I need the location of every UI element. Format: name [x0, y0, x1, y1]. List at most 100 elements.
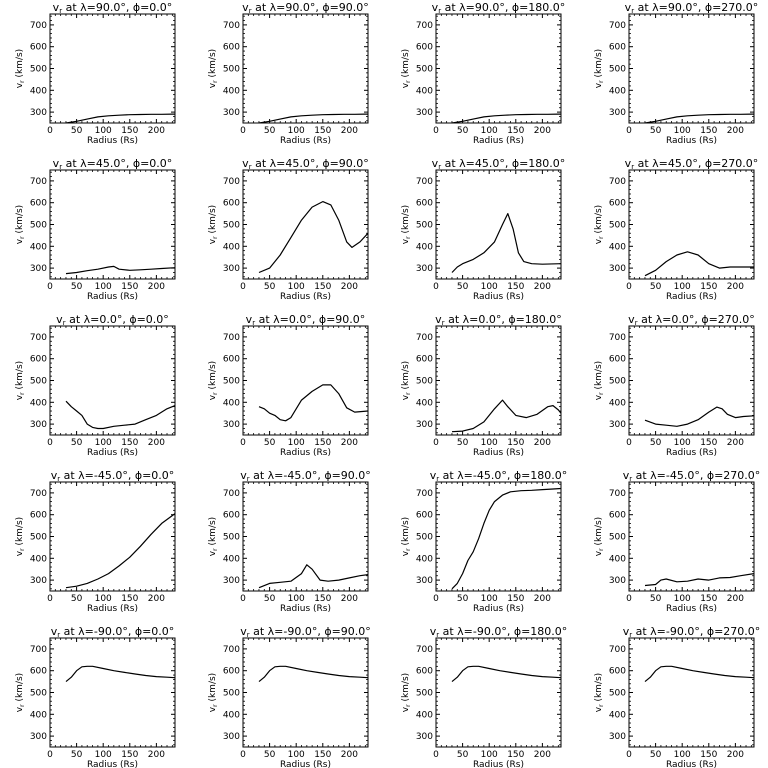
x-tick-label: 200	[148, 282, 165, 292]
x-tick-label: 0	[47, 282, 53, 292]
x-tick-label: 200	[534, 594, 551, 604]
plot-frame	[49, 637, 176, 748]
x-tick-label: 200	[727, 750, 744, 760]
x-tick-label: 0	[626, 594, 632, 604]
x-axis-label: Radius (Rs)	[280, 292, 331, 302]
y-tick-label: 700	[30, 489, 47, 499]
x-axis-label: Radius (Rs)	[87, 448, 138, 458]
x-tick-label: 100	[674, 126, 691, 136]
x-tick-label: 200	[727, 594, 744, 604]
x-tick-label: 0	[47, 750, 53, 760]
series-line	[258, 384, 368, 422]
x-tick-label: 200	[534, 282, 551, 292]
x-axis-label: Radius (Rs)	[666, 136, 717, 146]
subplot-lat-45.0-phi0.0: vr at λ=-45.0°, ϕ=0.0° 0 50 100 150 200 300 400…	[15, 469, 176, 614]
x-axis-label: Radius (Rs)	[666, 292, 717, 302]
x-tick-label: 0	[47, 438, 53, 448]
subplot-title: vr at λ=90.0°, ϕ=0.0°	[53, 1, 173, 15]
y-axis-label: vr (km/s)	[594, 517, 605, 556]
y-tick-label: 400	[223, 242, 240, 252]
x-axis-label: Radius (Rs)	[473, 604, 524, 614]
y-tick-label: 500	[30, 65, 47, 75]
y-tick-label: 600	[30, 511, 47, 521]
y-tick-label: 400	[609, 242, 626, 252]
y-tick-label: 600	[223, 43, 240, 53]
x-tick-label: 200	[148, 126, 165, 136]
x-tick-label: 100	[288, 594, 305, 604]
x-tick-label: 200	[341, 282, 358, 292]
x-axis-label: Radius (Rs)	[280, 136, 331, 146]
series-line	[65, 113, 175, 123]
x-tick-label: 100	[95, 594, 112, 604]
y-tick-label: 400	[609, 86, 626, 96]
x-tick-label: 200	[148, 594, 165, 604]
y-tick-label: 300	[609, 732, 626, 742]
y-tick-label: 500	[609, 65, 626, 75]
y-axis-label: vr (km/s)	[15, 205, 26, 244]
plot-frame	[435, 13, 562, 124]
y-tick-label: 600	[609, 511, 626, 521]
x-tick-label: 50	[71, 750, 83, 760]
y-axis-label: vr (km/s)	[594, 361, 605, 400]
x-tick-label: 150	[700, 126, 717, 136]
y-axis-label: vr (km/s)	[208, 49, 219, 88]
y-tick-label: 300	[416, 576, 433, 586]
subplot-title: vr at λ=-45.0°, ϕ=180.0°	[430, 469, 568, 483]
plot-frame	[628, 13, 755, 124]
subplot-title: vr at λ=-90.0°, ϕ=90.0°	[240, 625, 371, 639]
x-tick-label: 50	[71, 438, 83, 448]
y-tick-label: 400	[416, 86, 433, 96]
y-tick-label: 600	[416, 355, 433, 365]
y-tick-label: 400	[416, 710, 433, 720]
x-tick-label: 200	[534, 750, 551, 760]
y-axis-label: vr (km/s)	[15, 517, 26, 556]
y-tick-label: 300	[609, 108, 626, 118]
y-tick-label: 600	[30, 667, 47, 677]
subplot-title: vr at λ=-45.0°, ϕ=270.0°	[623, 469, 761, 483]
x-tick-label: 0	[433, 750, 439, 760]
x-tick-label: 150	[121, 594, 138, 604]
subplot-lat0.0-phi270.0: vr at λ=0.0°, ϕ=270.0° 0 50 100 150 200 300 400…	[594, 313, 755, 458]
y-tick-label: 400	[223, 398, 240, 408]
plot-frame	[628, 481, 755, 592]
subplot-title: vr at λ=0.0°, ϕ=180.0°	[435, 313, 562, 327]
x-tick-label: 200	[341, 750, 358, 760]
x-tick-label: 100	[288, 438, 305, 448]
series-line	[644, 113, 754, 123]
y-tick-label: 300	[30, 420, 47, 430]
x-tick-label: 0	[433, 438, 439, 448]
y-tick-label: 300	[609, 576, 626, 586]
subplot-title: vr at λ=90.0°, ϕ=180.0°	[432, 1, 566, 15]
subplot-title: vr at λ=0.0°, ϕ=270.0°	[628, 313, 755, 327]
series-line	[451, 213, 561, 273]
y-tick-label: 700	[416, 489, 433, 499]
y-axis-label: vr (km/s)	[401, 517, 412, 556]
x-axis-label: Radius (Rs)	[666, 760, 717, 768]
plot-frame	[242, 481, 369, 592]
y-tick-label: 700	[30, 21, 47, 31]
x-tick-label: 50	[264, 282, 276, 292]
y-tick-label: 400	[223, 86, 240, 96]
plot-frame	[49, 13, 176, 124]
x-tick-label: 200	[727, 126, 744, 136]
y-tick-label: 700	[416, 21, 433, 31]
y-tick-label: 400	[223, 554, 240, 564]
y-tick-label: 300	[609, 264, 626, 274]
y-tick-label: 400	[416, 242, 433, 252]
y-tick-label: 700	[30, 333, 47, 343]
y-tick-label: 600	[223, 511, 240, 521]
y-tick-label: 700	[609, 333, 626, 343]
y-axis-label: vr (km/s)	[208, 205, 219, 244]
x-tick-label: 100	[288, 126, 305, 136]
y-tick-label: 700	[223, 177, 240, 187]
y-tick-label: 300	[416, 732, 433, 742]
y-tick-label: 500	[416, 377, 433, 387]
y-tick-label: 300	[416, 108, 433, 118]
series-line	[644, 251, 754, 277]
subplot-lat90.0-phi180.0: vr at λ=90.0°, ϕ=180.0° 0 50 100 150 200 300 40…	[401, 1, 565, 146]
plot-frame	[242, 637, 369, 748]
x-tick-label: 150	[121, 126, 138, 136]
y-tick-label: 500	[223, 689, 240, 699]
y-tick-label: 300	[416, 420, 433, 430]
x-tick-label: 50	[650, 282, 662, 292]
